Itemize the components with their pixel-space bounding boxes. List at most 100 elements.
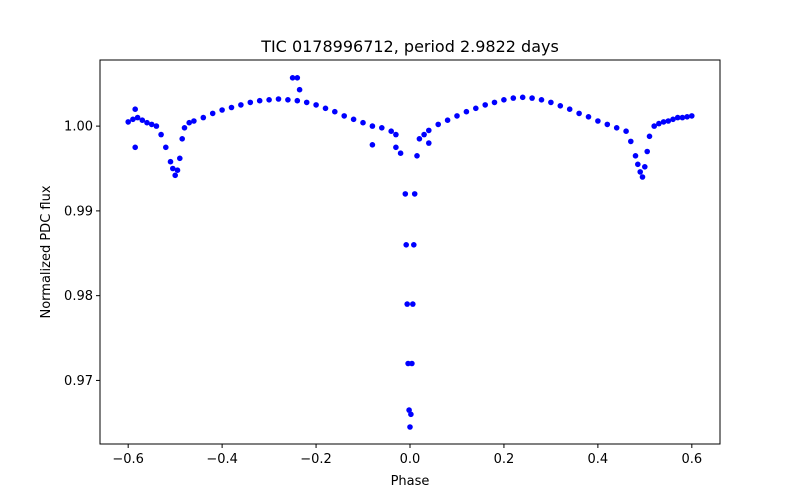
- data-point: [153, 123, 160, 129]
- data-point: [139, 117, 146, 123]
- data-point: [646, 133, 653, 140]
- data-point: [134, 114, 141, 121]
- y-tick-label: 1.00: [64, 120, 93, 135]
- y-axis: 0.97 0.98 0.99 1.00: [64, 120, 100, 389]
- data-point: [644, 148, 650, 155]
- data-point: [501, 97, 507, 103]
- data-point: [444, 117, 451, 123]
- data-point: [369, 142, 376, 148]
- data-point: [350, 116, 357, 123]
- data-point: [670, 116, 676, 123]
- data-point: [604, 121, 611, 128]
- data-point: [510, 95, 517, 101]
- data-point: [238, 102, 244, 108]
- data-point: [393, 131, 399, 138]
- data-point: [174, 167, 181, 173]
- data-point: [341, 113, 348, 119]
- data-point: [172, 172, 178, 179]
- y-tick-label: 0.97: [64, 374, 93, 389]
- data-point: [548, 99, 554, 106]
- data-point: [538, 97, 545, 103]
- data-point: [177, 155, 183, 162]
- data-point: [435, 121, 442, 128]
- data-point: [256, 97, 263, 104]
- data-point: [294, 97, 301, 104]
- data-point: [130, 116, 136, 123]
- y-axis-label: Normalized PDC flux: [39, 185, 54, 318]
- data-point: [679, 114, 686, 121]
- data-point: [132, 144, 138, 151]
- data-point: [403, 242, 410, 248]
- data-point: [247, 99, 254, 106]
- data-point: [296, 86, 303, 93]
- data-point: [313, 102, 319, 108]
- data-point: [684, 114, 690, 120]
- data-point: [397, 150, 404, 156]
- data-point: [491, 99, 498, 106]
- data-point: [656, 120, 662, 127]
- data-point: [411, 242, 417, 248]
- data-point: [674, 114, 681, 121]
- data-point: [191, 118, 197, 124]
- data-point: [411, 191, 418, 197]
- data-point: [642, 164, 648, 170]
- data-point: [369, 123, 376, 129]
- data-point: [200, 114, 207, 121]
- data-point: [637, 169, 643, 175]
- data-point: [158, 131, 164, 138]
- data-point: [408, 411, 414, 418]
- data-point: [416, 136, 423, 142]
- data-point: [409, 360, 415, 367]
- data-point: [163, 144, 169, 151]
- data-point: [219, 107, 225, 113]
- x-tick-label: 0.2: [494, 452, 515, 467]
- x-tick-label: −0.2: [300, 452, 332, 467]
- data-point: [519, 94, 526, 101]
- data-point: [665, 118, 672, 124]
- data-point: [613, 125, 620, 131]
- data-point: [407, 424, 413, 430]
- data-point: [360, 119, 366, 126]
- x-axis-label: Phase: [391, 474, 430, 489]
- data-point: [454, 113, 460, 119]
- x-tick-label: 0.6: [681, 452, 702, 467]
- data-point: [421, 131, 427, 138]
- data-point: [294, 75, 301, 81]
- y-tick-label: 0.99: [64, 204, 93, 219]
- data-point: [393, 144, 399, 151]
- data-point: [266, 97, 272, 103]
- data-point: [576, 110, 582, 117]
- data-point: [170, 165, 176, 172]
- data-point: [144, 119, 150, 126]
- data-point: [181, 125, 188, 131]
- data-point: [426, 127, 432, 134]
- y-tick-label: 0.98: [64, 289, 93, 304]
- data-point: [148, 121, 155, 128]
- data-point: [426, 140, 432, 146]
- data-point: [566, 106, 573, 112]
- data-point: [289, 75, 296, 81]
- data-point: [228, 104, 235, 111]
- data-point: [132, 106, 138, 112]
- x-tick-label: 0.0: [400, 452, 421, 467]
- chart-title: TIC 0178996712, period 2.9822 days: [260, 37, 559, 56]
- data-point: [689, 113, 695, 119]
- data-point: [303, 99, 310, 106]
- data-point: [414, 153, 420, 159]
- data-point: [388, 128, 395, 134]
- x-axis: −0.6 −0.4 −0.2 0.0 0.2 0.4 0.6: [112, 444, 702, 467]
- data-point: [125, 119, 131, 125]
- data-point: [463, 108, 470, 115]
- data-point: [410, 301, 416, 307]
- data-point: [595, 118, 601, 124]
- data-point: [332, 108, 338, 115]
- data-point: [632, 153, 639, 159]
- x-tick-label: −0.6: [112, 452, 144, 467]
- data-point: [209, 110, 216, 117]
- data-point: [635, 161, 641, 168]
- data-point: [660, 119, 667, 125]
- data-point: [473, 105, 479, 112]
- data-points: [125, 75, 695, 430]
